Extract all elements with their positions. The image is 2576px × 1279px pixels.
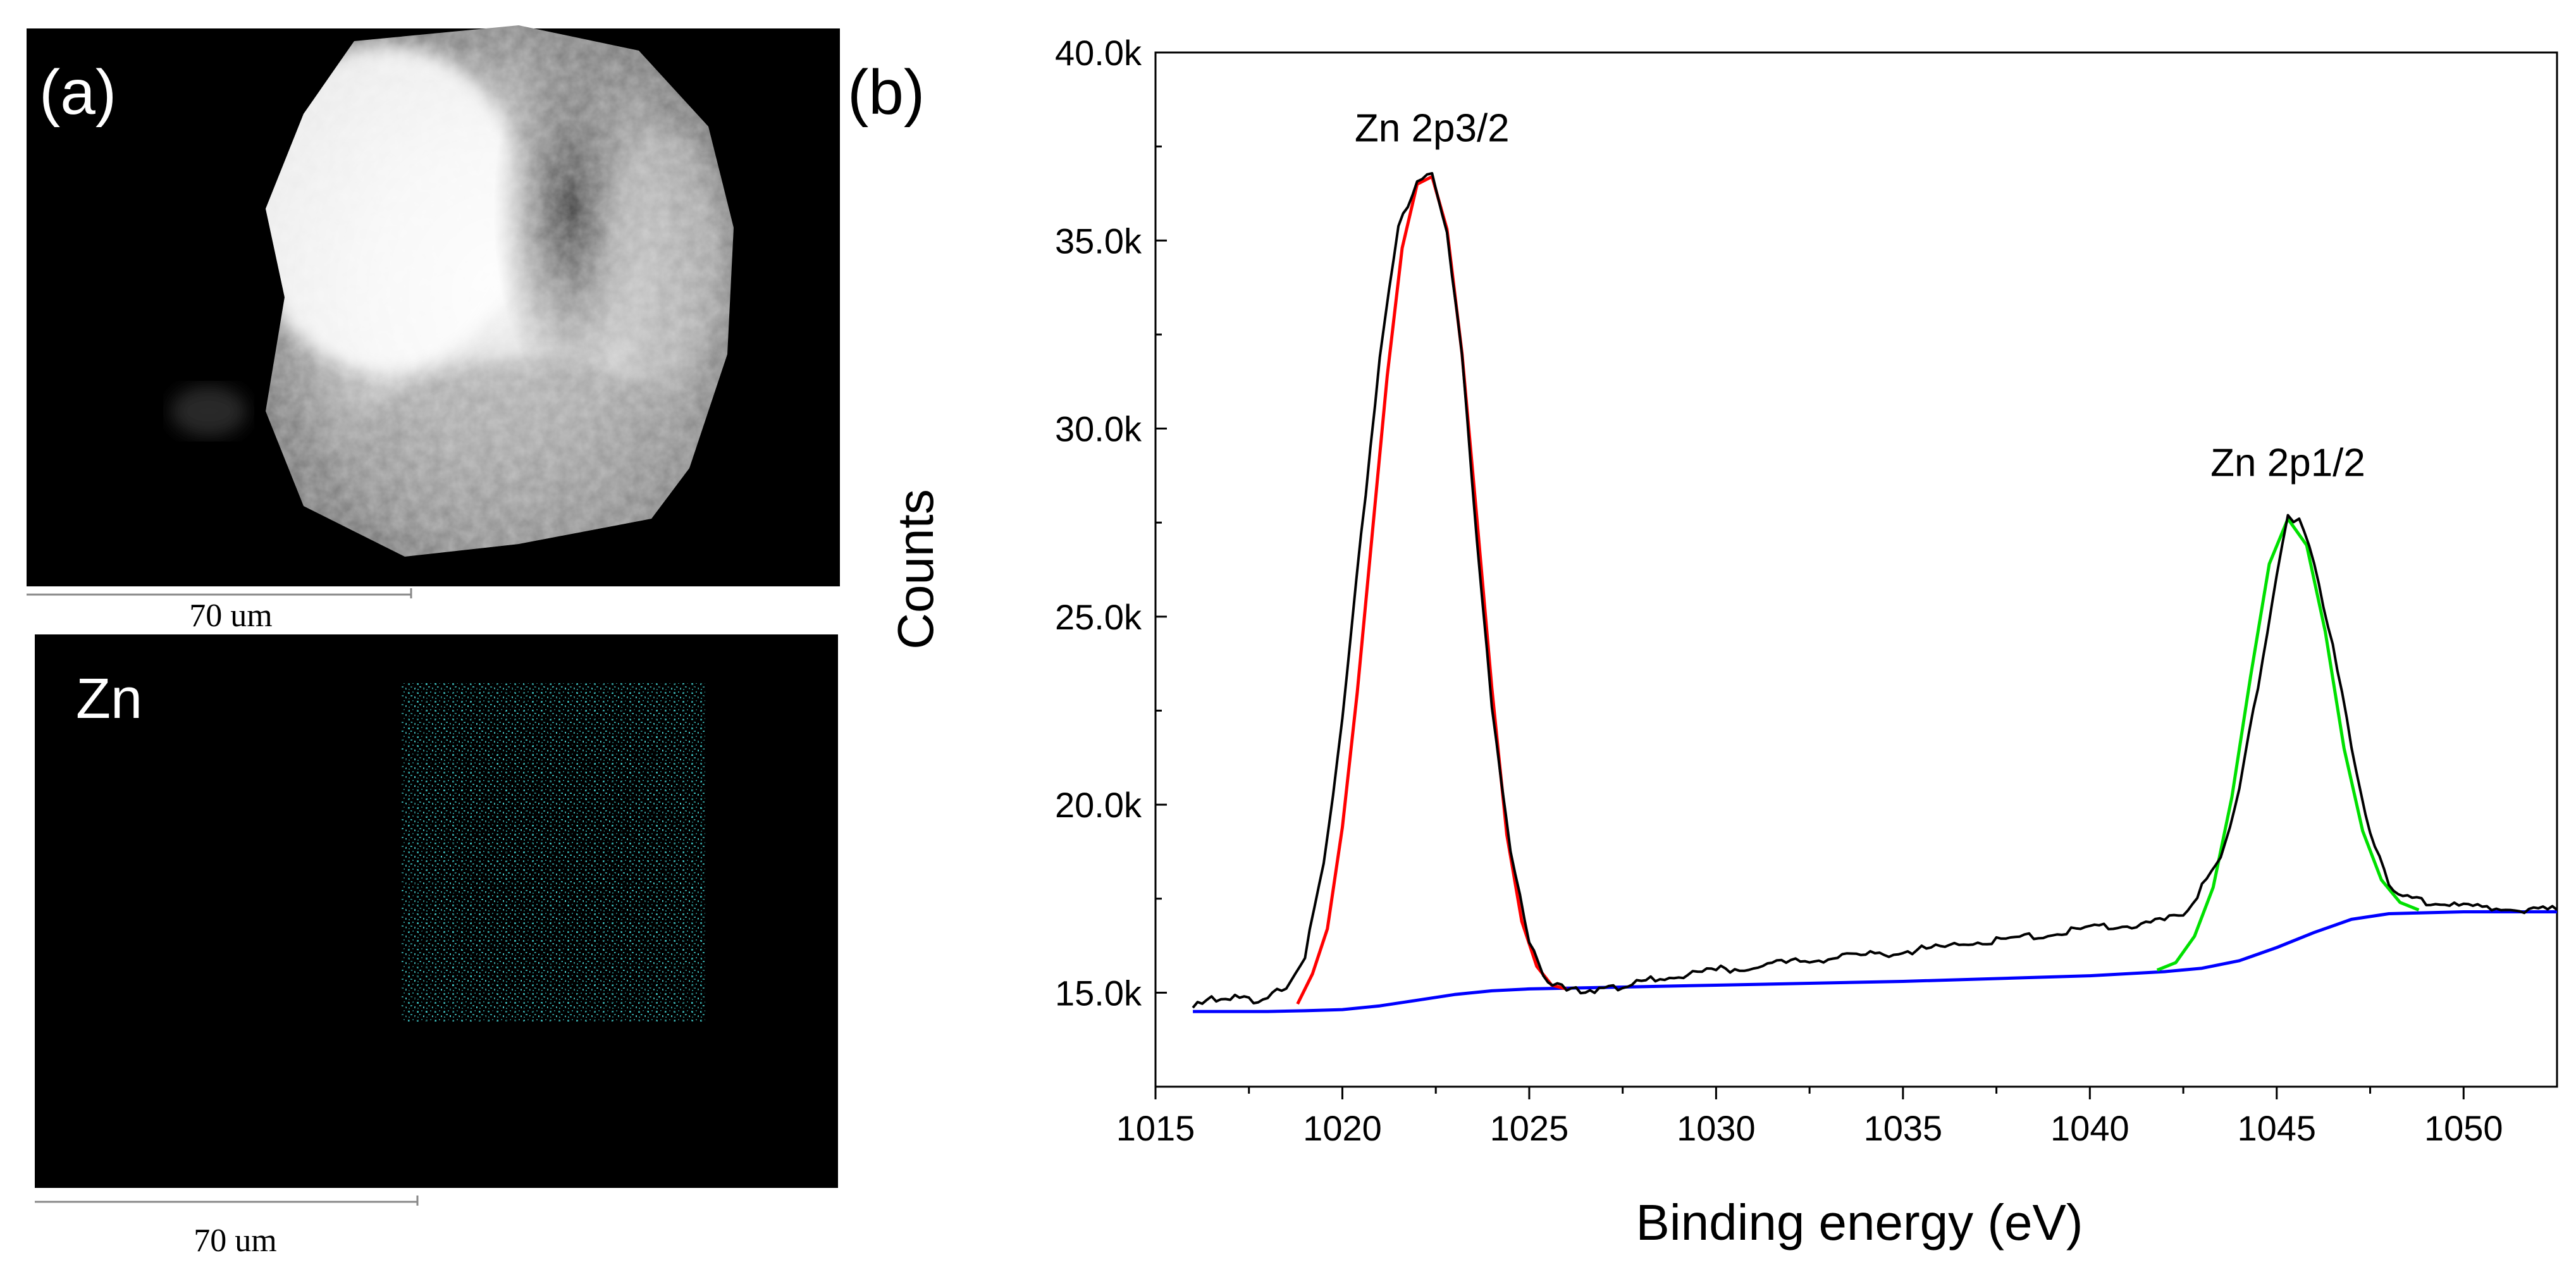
y-tick-label: 30.0k bbox=[1055, 409, 1142, 449]
panel-a: 70 um (a) Zn 70 um bbox=[27, 25, 840, 1259]
x-tick-label: 1040 bbox=[2050, 1108, 2129, 1148]
x-tick-label: 1015 bbox=[1116, 1108, 1195, 1148]
x-axis-label: Binding energy (eV) bbox=[1636, 1194, 2083, 1251]
peak-annotation: Zn 2p3/2 bbox=[1355, 106, 1510, 150]
scale-bar-top-label: 70 um bbox=[189, 598, 272, 634]
series-layer bbox=[1192, 172, 2558, 1013]
plot-frame bbox=[1154, 51, 2558, 1088]
annotation-layer: Zn 2p3/2 Zn 2p1/2 bbox=[1355, 106, 2365, 485]
zn-elemental-map bbox=[35, 634, 838, 1188]
y-tick-label: 35.0k bbox=[1055, 221, 1142, 261]
x-tick-label: 1050 bbox=[2424, 1108, 2503, 1148]
panel-a-label: (a) bbox=[39, 57, 116, 128]
y-axis-label: Counts bbox=[887, 489, 944, 649]
series-zn-2p1-2-fit bbox=[2156, 517, 2420, 972]
y-tick-label: 15.0k bbox=[1055, 973, 1142, 1013]
y-tick-label: 20.0k bbox=[1055, 785, 1142, 825]
zn-map-label: Zn bbox=[76, 667, 142, 731]
x-tick-label: 1045 bbox=[2238, 1108, 2317, 1148]
panel-b-label: (b) bbox=[847, 57, 925, 128]
series-background bbox=[1193, 910, 2557, 1013]
y-axis: 15.0k 20.0k 25.0k 30.0k 35.0k 40.0k bbox=[1055, 33, 1167, 1088]
sem-micrograph bbox=[27, 25, 840, 586]
x-tick-label: 1035 bbox=[1864, 1108, 1943, 1148]
x-tick-label: 1025 bbox=[1490, 1108, 1569, 1148]
series-zn-2p3-2-fit bbox=[1296, 175, 1567, 1005]
x-tick-label: 1020 bbox=[1303, 1108, 1382, 1148]
series-measured bbox=[1192, 172, 2558, 1009]
y-tick-label: 25.0k bbox=[1055, 597, 1142, 637]
y-tick-label: 40.0k bbox=[1055, 33, 1142, 73]
peak-annotation: Zn 2p1/2 bbox=[2210, 441, 2365, 485]
scale-bar-bottom-label: 70 um bbox=[194, 1223, 276, 1259]
x-tick-label: 1030 bbox=[1677, 1108, 1756, 1148]
x-axis: 1015 1020 1025 1030 1035 1040 1045 1050 bbox=[1116, 1087, 2503, 1148]
